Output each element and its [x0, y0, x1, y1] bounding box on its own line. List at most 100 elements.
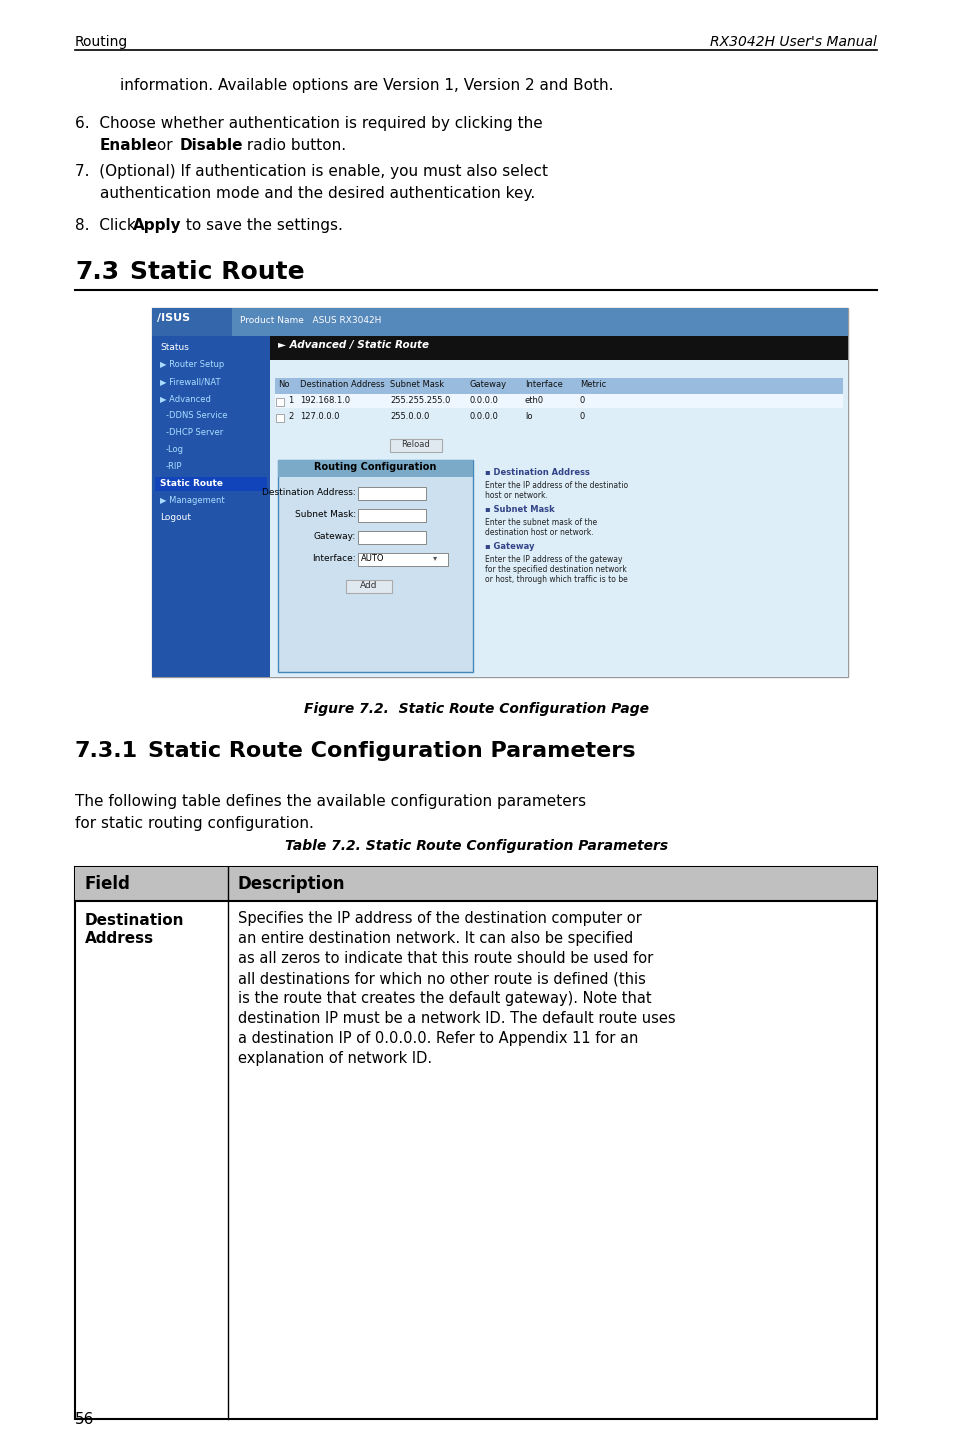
Bar: [270, 336, 847, 359]
Text: 255.0.0.0: 255.0.0.0: [390, 412, 429, 421]
Text: 8.  Click: 8. Click: [75, 218, 140, 233]
Bar: [152, 336, 270, 677]
Text: Field: Field: [85, 876, 131, 893]
Text: ▪ Destination Address: ▪ Destination Address: [484, 468, 589, 477]
Text: 0: 0: [579, 396, 584, 405]
Text: eth0: eth0: [524, 396, 543, 405]
Bar: [152, 308, 847, 677]
Text: Logout: Logout: [160, 512, 191, 521]
Text: Reload: Reload: [401, 439, 430, 449]
Text: ▪ Gateway: ▪ Gateway: [484, 541, 534, 551]
Bar: [277, 459, 473, 673]
Text: or host, through which traffic is to be: or host, through which traffic is to be: [484, 574, 627, 584]
Text: radio button.: radio button.: [242, 137, 346, 153]
Bar: [357, 552, 448, 565]
Text: Static Route: Static Route: [130, 260, 304, 283]
Text: Metric: Metric: [579, 379, 605, 389]
Text: 1: 1: [288, 396, 293, 405]
Text: 7.3.1: 7.3.1: [75, 741, 138, 761]
Text: host or network.: host or network.: [484, 491, 547, 499]
Bar: [346, 580, 392, 592]
Text: Add: Add: [360, 581, 377, 590]
Text: 0.0.0.0: 0.0.0.0: [470, 396, 498, 405]
Text: destination IP must be a network ID. The default route uses: destination IP must be a network ID. The…: [237, 1012, 675, 1026]
Text: Interface:: Interface:: [312, 554, 355, 562]
Text: for static routing configuration.: for static routing configuration.: [75, 816, 314, 831]
Bar: [75, 867, 876, 1420]
Text: -DHCP Server: -DHCP Server: [166, 428, 223, 436]
Text: Specifies the IP address of the destination computer or: Specifies the IP address of the destinat…: [237, 912, 641, 926]
Text: as all zeros to indicate that this route should be used for: as all zeros to indicate that this route…: [237, 952, 653, 966]
Text: Static Route: Static Route: [160, 478, 223, 488]
Text: No: No: [277, 379, 289, 389]
Text: 7.  (Optional) If authentication is enable, you must also select: 7. (Optional) If authentication is enabl…: [75, 165, 547, 179]
Bar: [270, 359, 847, 677]
Text: for the specified destination network: for the specified destination network: [484, 565, 626, 574]
Text: Subnet Mask: Subnet Mask: [390, 379, 444, 389]
Text: 0: 0: [579, 412, 584, 421]
Bar: [75, 867, 876, 902]
Text: 127.0.0.0: 127.0.0.0: [299, 412, 339, 421]
Text: ▾: ▾: [433, 554, 436, 562]
Text: Gateway:: Gateway:: [314, 531, 355, 541]
Text: is the route that creates the default gateway). Note that: is the route that creates the default ga…: [237, 992, 651, 1006]
Text: 255.255.255.0: 255.255.255.0: [390, 396, 450, 405]
Text: ▶ Management: ▶ Management: [160, 495, 224, 505]
Text: -DDNS Service: -DDNS Service: [166, 411, 227, 419]
Bar: [274, 378, 842, 394]
Bar: [357, 487, 426, 499]
Bar: [277, 459, 473, 477]
Text: all destinations for which no other route is defined (this: all destinations for which no other rout…: [237, 972, 645, 986]
Text: Gateway: Gateway: [470, 379, 507, 389]
Text: Static Route Configuration Parameters: Static Route Configuration Parameters: [148, 741, 635, 761]
Text: Routing: Routing: [75, 34, 128, 49]
Text: Enter the IP address of the gateway: Enter the IP address of the gateway: [484, 555, 622, 564]
Bar: [275, 414, 284, 422]
Text: /ISUS: /ISUS: [157, 313, 190, 323]
Text: 2: 2: [288, 412, 293, 421]
Text: Figure 7.2.  Static Route Configuration Page: Figure 7.2. Static Route Configuration P…: [304, 703, 649, 717]
Bar: [152, 308, 232, 336]
Text: 192.168.1.0: 192.168.1.0: [299, 396, 350, 405]
Text: The following table defines the available configuration parameters: The following table defines the availabl…: [75, 794, 585, 810]
Text: 0.0.0.0: 0.0.0.0: [470, 412, 498, 421]
Text: Enable: Enable: [100, 137, 158, 153]
Text: Destination Address:: Destination Address:: [262, 488, 355, 497]
Text: Subnet Mask:: Subnet Mask:: [294, 509, 355, 518]
Text: ► Advanced / Static Route: ► Advanced / Static Route: [277, 339, 429, 349]
Bar: [274, 409, 842, 424]
Text: ▪ Subnet Mask: ▪ Subnet Mask: [484, 505, 554, 514]
Bar: [275, 398, 284, 405]
Text: Product Name   ASUS RX3042H: Product Name ASUS RX3042H: [240, 316, 381, 325]
Text: information. Available options are Version 1, Version 2 and Both.: information. Available options are Versi…: [120, 77, 613, 93]
Text: lo: lo: [524, 412, 532, 421]
Text: Disable: Disable: [180, 137, 243, 153]
Text: or: or: [152, 137, 177, 153]
Bar: [357, 508, 426, 521]
Text: 7.3: 7.3: [75, 260, 119, 283]
Text: a destination IP of 0.0.0.0. Refer to Appendix 11 for an: a destination IP of 0.0.0.0. Refer to Ap…: [237, 1032, 638, 1046]
Text: -Log: -Log: [166, 445, 184, 454]
Text: an entire destination network. It can also be specified: an entire destination network. It can al…: [237, 932, 633, 946]
Bar: [357, 531, 426, 544]
Bar: [274, 394, 842, 408]
Bar: [390, 439, 441, 452]
Text: to save the settings.: to save the settings.: [181, 218, 342, 233]
Text: ▶ Advanced: ▶ Advanced: [160, 394, 211, 402]
Text: authentication mode and the desired authentication key.: authentication mode and the desired auth…: [100, 186, 535, 200]
Bar: [154, 477, 267, 491]
Text: ▶ Firewall/NAT: ▶ Firewall/NAT: [160, 376, 220, 386]
Text: 6.  Choose whether authentication is required by clicking the: 6. Choose whether authentication is requ…: [75, 116, 542, 130]
Text: Interface: Interface: [524, 379, 562, 389]
Bar: [152, 308, 847, 336]
Text: Status: Status: [160, 343, 189, 352]
Text: AUTO: AUTO: [360, 554, 384, 562]
Text: Destination: Destination: [85, 913, 184, 929]
Text: Table 7.2. Static Route Configuration Parameters: Table 7.2. Static Route Configuration Pa…: [285, 840, 668, 853]
Text: Address: Address: [85, 932, 154, 946]
Text: ▶ Router Setup: ▶ Router Setup: [160, 359, 224, 369]
Text: -RIP: -RIP: [166, 462, 182, 471]
Text: Routing Configuration: Routing Configuration: [314, 462, 436, 472]
Text: explanation of network ID.: explanation of network ID.: [237, 1052, 432, 1066]
Text: RX3042H User's Manual: RX3042H User's Manual: [709, 34, 876, 49]
